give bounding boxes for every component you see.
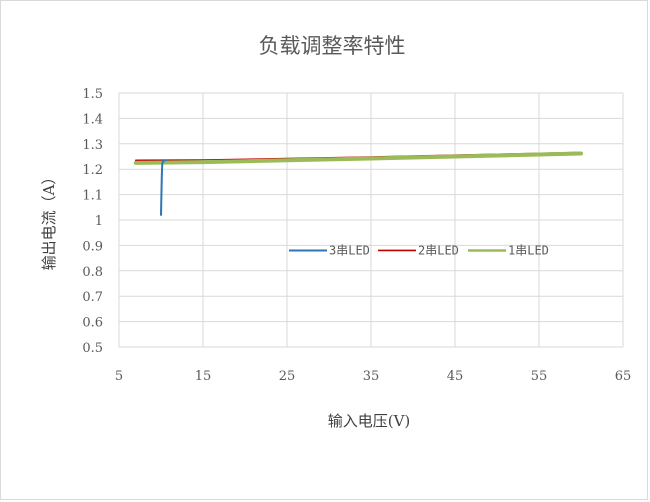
series-line-3 <box>133 151 583 165</box>
tick-labels: 0.5 0.6 0.7 0.8 0.9 1 1.1 1.2 1.3 1.4 1.5 5 15 25 35 45… <box>82 87 631 384</box>
x-tick-label: 15 <box>195 369 212 384</box>
grid <box>118 92 624 348</box>
x-tick-label: 65 <box>615 369 632 384</box>
x-tick-label: 55 <box>531 369 548 384</box>
y-tick-label: 0.6 <box>82 316 103 331</box>
legend: 3串LED 2串LED 1串LED <box>289 243 549 257</box>
y-tick-label: 1.3 <box>82 138 103 153</box>
y-tick-label: 0.8 <box>82 265 103 280</box>
y-tick-label: 0.7 <box>82 290 103 305</box>
x-tick-label: 25 <box>279 369 296 384</box>
x-tick-label: 5 <box>115 369 123 384</box>
y-axis-title: 输出电流（A） <box>40 170 58 271</box>
series-line-1 <box>160 159 168 216</box>
legend-label: 2串LED <box>418 243 459 257</box>
y-tick-label: 0.9 <box>82 239 103 254</box>
legend-label: 1串LED <box>508 243 549 257</box>
y-tick-label: 0.5 <box>82 341 103 356</box>
chart-title: 负载调整率特性 <box>259 34 406 58</box>
legend-label: 3串LED <box>329 243 370 257</box>
y-tick-label: 1.5 <box>82 87 103 102</box>
x-tick-label: 35 <box>363 369 380 384</box>
y-tick-label: 1.4 <box>82 112 103 127</box>
y-tick-label: 1.2 <box>82 163 103 178</box>
x-tick-label: 45 <box>447 369 464 384</box>
x-axis-title: 输入电压(V) <box>328 412 411 430</box>
series-lines <box>133 151 583 216</box>
y-tick-label: 1 <box>95 214 103 229</box>
y-tick-label: 1.1 <box>82 189 103 204</box>
